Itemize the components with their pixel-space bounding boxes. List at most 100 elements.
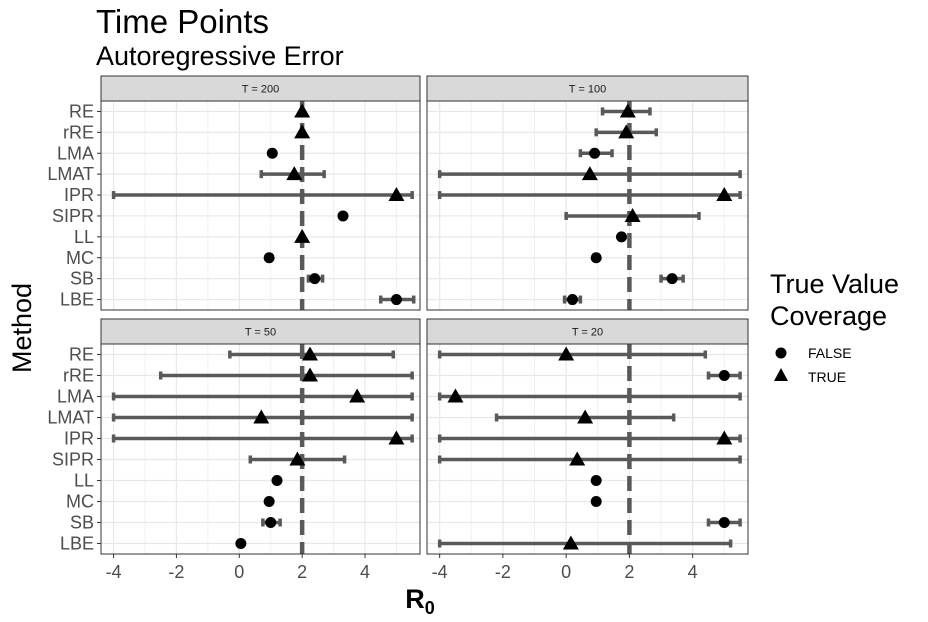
panel-border bbox=[100, 100, 421, 311]
errorbar-IPR bbox=[437, 434, 742, 443]
legend-triangle-symbol bbox=[774, 368, 788, 381]
point-SB bbox=[309, 273, 321, 285]
panel-strip bbox=[100, 75, 421, 102]
panel-2: T = 100 bbox=[426, 75, 749, 311]
panel-border bbox=[100, 343, 421, 555]
panel-strip bbox=[100, 318, 421, 345]
legend: True Value Coverage FALSE TRUE bbox=[770, 269, 899, 385]
y-tick-label: LL bbox=[74, 471, 94, 491]
legend-title-line2: Coverage bbox=[770, 301, 887, 331]
y-tick-label: LBE bbox=[60, 534, 94, 554]
point-RE bbox=[294, 103, 311, 118]
point-SB bbox=[265, 517, 277, 528]
panel-border bbox=[426, 100, 749, 311]
y-tick-label: rRE bbox=[63, 122, 94, 142]
y-tick-label: SIPR bbox=[52, 450, 94, 470]
x-tick-label: 4 bbox=[688, 562, 698, 582]
panel-4: T = 20 -4 -2 0 2 4 bbox=[426, 318, 749, 582]
point-LMAT bbox=[581, 166, 598, 181]
errorbar-RE bbox=[437, 350, 708, 359]
point-RE bbox=[619, 103, 636, 118]
y-axis-title: Method bbox=[7, 283, 37, 373]
errorbar-LMA bbox=[111, 392, 414, 401]
chart-subtitle: Autoregressive Error bbox=[96, 41, 344, 71]
panel-strip-label: T = 20 bbox=[572, 327, 603, 339]
point-IPR bbox=[716, 430, 733, 445]
errorbar-LBE bbox=[437, 539, 733, 548]
panel-background bbox=[427, 101, 748, 310]
point-LL bbox=[294, 228, 311, 243]
errorbar-LMA bbox=[437, 392, 742, 401]
legend-circle-symbol bbox=[775, 347, 787, 359]
point-SIPR bbox=[289, 451, 306, 466]
point-LMAT bbox=[577, 409, 594, 424]
y-tick-label: RE bbox=[69, 345, 94, 365]
x-tick-label: 4 bbox=[360, 562, 370, 582]
point-RE bbox=[302, 346, 318, 361]
point-IPR bbox=[716, 187, 733, 202]
y-tick-label: IPR bbox=[64, 429, 94, 449]
point-MC bbox=[590, 496, 602, 507]
panel-strip bbox=[426, 318, 749, 345]
point-LBE bbox=[566, 294, 578, 306]
y-tick-label: MC bbox=[66, 248, 94, 268]
point-LBE bbox=[235, 538, 247, 549]
x-tick-label: 2 bbox=[297, 562, 307, 582]
chart-title: Time Points bbox=[96, 3, 269, 40]
point-SB bbox=[666, 273, 678, 285]
point-SIPR bbox=[624, 207, 641, 222]
point-LMA bbox=[589, 147, 601, 159]
x-tick-label: -2 bbox=[168, 562, 184, 582]
panel-background bbox=[101, 344, 420, 554]
point-SIPR bbox=[569, 451, 586, 466]
errorbar-IPR bbox=[437, 191, 742, 200]
x-tick-label: -4 bbox=[106, 562, 122, 582]
x-axis-title-main: R bbox=[405, 584, 425, 614]
panel-border bbox=[426, 343, 749, 555]
point-LMA bbox=[349, 388, 366, 403]
y-tick-label: SB bbox=[70, 513, 94, 533]
panel-background bbox=[427, 344, 748, 554]
point-rRE bbox=[302, 367, 318, 382]
y-tick-label: LL bbox=[74, 227, 94, 247]
y-tick-label: LMAT bbox=[47, 408, 94, 428]
point-LL bbox=[271, 475, 283, 486]
y-tick-label: LMAT bbox=[47, 164, 94, 184]
point-MC bbox=[263, 496, 275, 507]
y-tick-label: LMA bbox=[57, 387, 94, 407]
point-LBE bbox=[390, 294, 402, 306]
point-LBE bbox=[562, 535, 579, 550]
y-tick-label: SIPR bbox=[52, 206, 94, 226]
point-LL bbox=[615, 231, 627, 243]
y-tick-label: rRE bbox=[63, 366, 94, 386]
point-LMA bbox=[266, 147, 278, 159]
point-rRE bbox=[718, 370, 730, 381]
errorbar-SIPR bbox=[437, 455, 742, 464]
point-LMAT bbox=[286, 166, 303, 181]
x-tick-label: -2 bbox=[495, 562, 511, 582]
point-MC bbox=[263, 252, 275, 264]
point-RE bbox=[558, 346, 575, 361]
legend-title-line1: True Value bbox=[770, 269, 899, 299]
errorbar-rRE bbox=[158, 371, 414, 380]
point-LMAT bbox=[253, 409, 270, 424]
x-axis-title-subscript: 0 bbox=[425, 598, 435, 618]
point-LL bbox=[590, 475, 602, 486]
y-tick-label: RE bbox=[69, 101, 94, 121]
point-LMA bbox=[447, 388, 464, 403]
panel-background bbox=[101, 101, 420, 310]
panel-strip-label: T = 200 bbox=[242, 84, 279, 96]
y-tick-label: LMA bbox=[57, 143, 94, 163]
x-axis-title: R0 bbox=[405, 584, 435, 618]
y-tick-label: MC bbox=[66, 492, 94, 512]
y-tick-label: IPR bbox=[64, 185, 94, 205]
legend-label-false: FALSE bbox=[808, 345, 852, 361]
point-SB bbox=[718, 517, 730, 528]
x-tick-label: 0 bbox=[561, 562, 571, 582]
errorbar-IPR bbox=[111, 434, 414, 443]
x-tick-label: 2 bbox=[624, 562, 634, 582]
y-tick-label: SB bbox=[70, 269, 94, 289]
